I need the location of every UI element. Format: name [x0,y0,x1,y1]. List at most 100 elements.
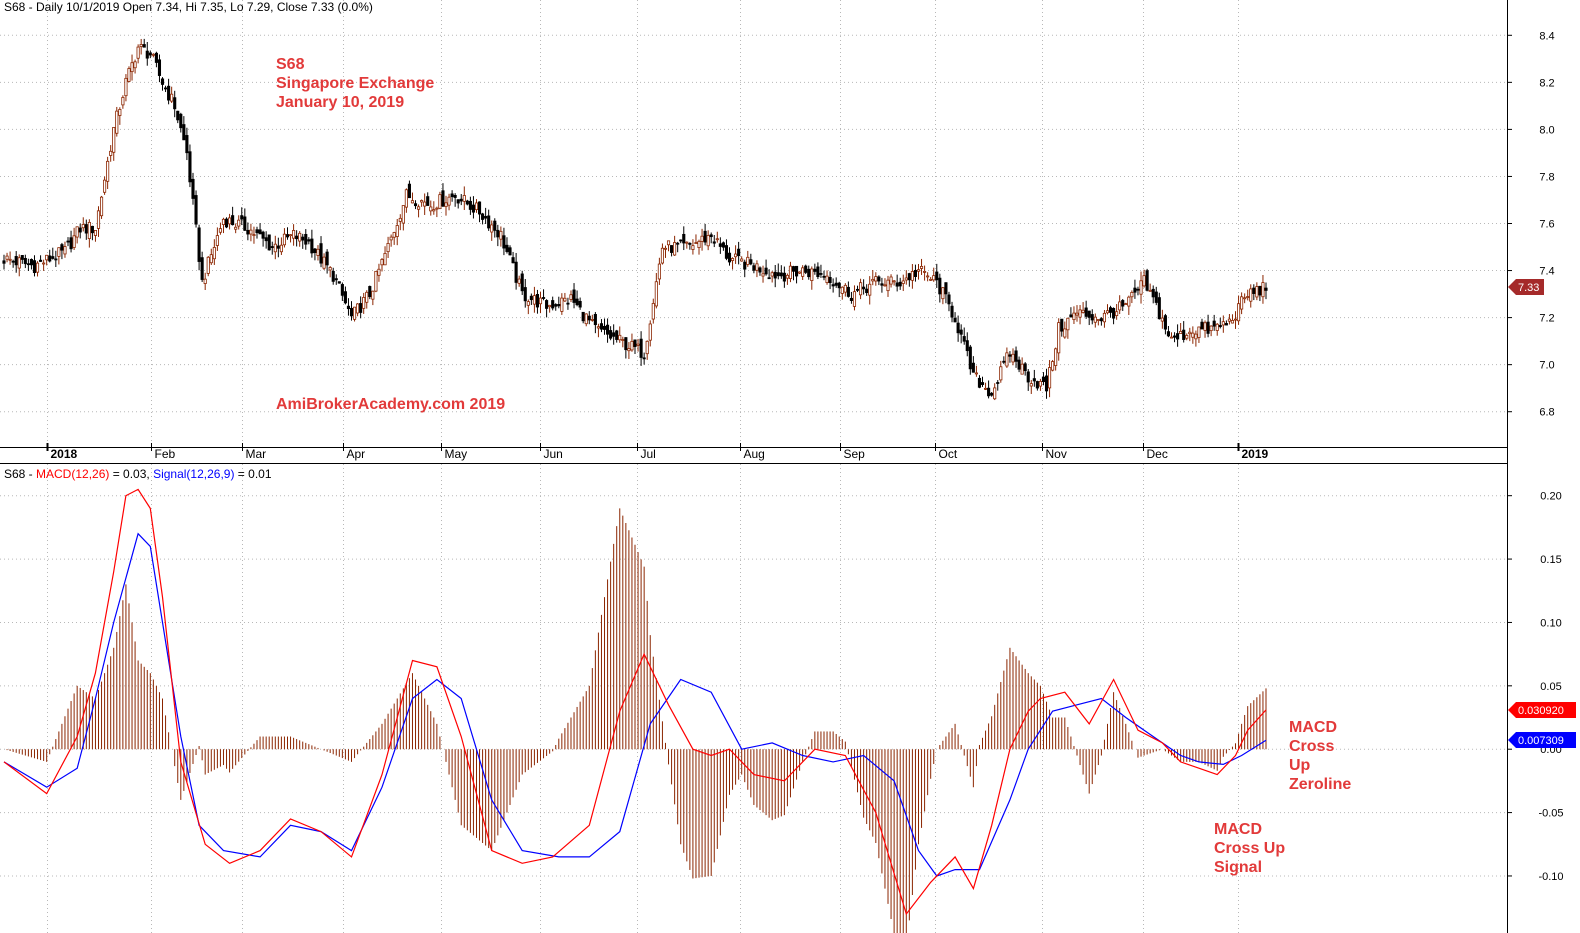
candle-body [557,304,561,307]
candle-body [1060,318,1064,332]
candle-body [17,257,21,269]
candle-body [810,268,814,281]
candle-body [709,234,713,238]
candle-body [752,265,756,271]
macd-y-tick-label: 0.05 [1540,681,1561,693]
candle-body [691,245,695,250]
signal-note-line-3: Signal [1214,859,1263,876]
candle-body [727,252,732,263]
candle-body [164,87,168,90]
signal-line [3,532,1267,877]
candle-body [328,267,332,271]
candle-body [1035,381,1039,389]
candle-body [740,258,744,262]
candle-body [99,196,104,217]
candle-body [825,275,829,283]
candle-body [331,270,335,282]
candle-body [1200,321,1204,330]
candle-body [441,190,445,207]
candle-body [1020,363,1024,375]
candle-body [953,317,957,323]
candle-body [1151,288,1155,298]
candle-body [627,348,631,352]
candle-body [26,263,30,266]
candle-body [417,206,421,210]
candle-body [624,337,628,351]
candle-body [834,282,838,286]
candle-body [1084,307,1088,317]
candle-body [2,260,6,264]
candle-body [801,267,805,277]
candle-body [481,213,485,220]
candle-body [535,294,540,308]
candle-body [1133,287,1137,293]
candle-body [788,265,793,279]
candle-body [276,245,280,249]
candle-body [877,276,881,282]
candle-body [371,290,375,300]
candle-body [1227,318,1231,322]
candle-body [578,300,582,308]
macd-header-macd-value: = 0.03, [109,467,154,481]
candle-body [139,44,143,47]
candle-body [1206,321,1210,334]
candle-body [407,183,411,199]
candle-body [255,229,259,234]
candle-body [1230,320,1235,324]
title-line-date: January 10, 2019 [276,94,405,111]
candle-body [874,276,878,282]
candle-body [983,387,988,390]
signal-value-tag-text: 0.007309 [1518,735,1564,747]
candle-body [904,277,908,281]
candle-body [822,275,826,278]
candle-body [990,392,994,396]
x-axis-label: 2018 [51,447,78,461]
candle-body [968,346,972,370]
candle-body [176,110,180,121]
candle-body [1240,296,1244,310]
candle-body [292,230,296,239]
candle-body [456,199,460,204]
candle-body [389,236,393,241]
candle-body [322,256,326,269]
candle-body [487,215,491,229]
candle-body [273,243,277,253]
x-axis-label: Jun [544,447,563,461]
price-y-tick-label: 7.2 [1539,313,1554,325]
candle-body [843,284,847,293]
candle-body [182,124,186,141]
candle-body [819,273,823,275]
candle-body [90,225,94,234]
price-y-tick-label: 7.6 [1539,219,1554,231]
candle-body [636,343,640,346]
candle-body [81,224,85,229]
candle-body [1237,303,1241,322]
candle-body [551,300,555,309]
candle-body [548,304,552,308]
candle-body [1090,314,1094,321]
candle-body [124,77,128,97]
candle-body [666,240,671,246]
candle-body [301,236,305,241]
signal-note-line-2: Cross Up [1214,840,1286,857]
candle-body [264,237,268,242]
candle-body [1072,312,1076,321]
candle-body [356,303,360,314]
candle-body [142,44,146,48]
candle-body [112,127,116,153]
candle-body [706,235,710,247]
candle-body [764,267,768,275]
candle-body [865,288,869,294]
candle-body [508,247,512,256]
candle-body [1093,316,1097,323]
candle-body [423,201,427,207]
candle-body [1209,325,1213,332]
zeroline-note-line-4: Zeroline [1289,776,1352,793]
candle-body [60,244,64,251]
candle-body [1054,348,1058,366]
candle-body [1023,363,1027,372]
candle-body [1044,375,1049,392]
candle-body [743,261,747,270]
last-close-tag-shape [1508,279,1544,296]
candle-body [386,243,390,253]
